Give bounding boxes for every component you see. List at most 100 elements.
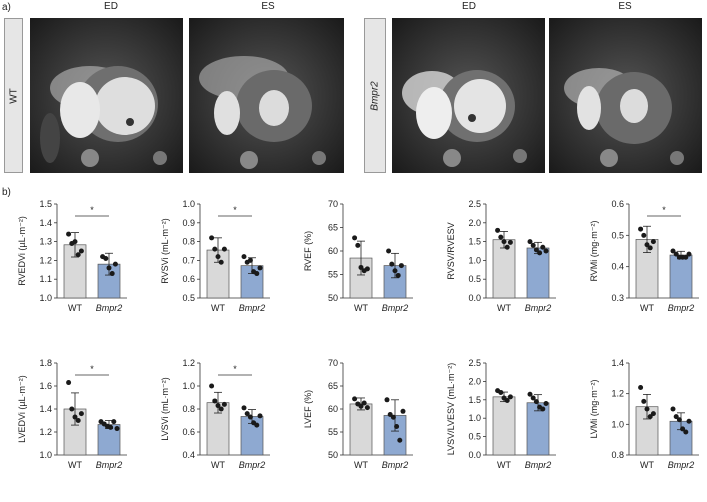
chart-4-point-wt-1 [498, 234, 504, 240]
chart-9-point-bmpr2-0 [527, 391, 533, 397]
chart-1-ytick-label-0: 1.0 [39, 293, 52, 303]
chart-1-point-bmpr2-3 [109, 271, 115, 277]
chart-5-xlabel-bmpr2: Bmpr2 [668, 303, 695, 313]
chart-7-point-bmpr2-0 [241, 405, 247, 411]
chart-1-xlabel-wt: WT [68, 303, 82, 313]
chart-6-ytick-label-4: 1.8 [39, 358, 52, 368]
panel-a-label: a) [2, 2, 11, 13]
chart-7-point-wt-0 [209, 383, 215, 389]
chart-4-point-bmpr2-5 [543, 248, 549, 254]
chart-6-point-wt-3 [75, 418, 81, 423]
chart-2-ytick-label-3: 0.8 [182, 237, 195, 247]
row-label-wt: WT [4, 18, 23, 173]
chart-5-point-bmpr2-5 [686, 251, 692, 257]
chart-3-xlabel-bmpr2: Bmpr2 [382, 303, 409, 313]
chart-1-point-bmpr2-1 [103, 256, 109, 262]
chart-9-ytick-label-3: 1.5 [468, 395, 481, 405]
chart-3-point-bmpr2-4 [398, 263, 404, 269]
chart-3-point-wt-4 [364, 266, 370, 272]
mri-image-wt-ed [30, 18, 183, 173]
chart-9-point-bmpr2-4 [540, 406, 546, 412]
chart-8-point-bmpr2-0 [384, 397, 390, 403]
col-head-es-wt: ES [261, 1, 275, 12]
chart-10-point-wt-1 [641, 398, 647, 404]
chart-2-ylabel: RVSVi (mL·m⁻²) [160, 218, 170, 283]
chart-9-xlabel-bmpr2: Bmpr2 [525, 460, 552, 470]
chart-2-ytick-label-0: 0.5 [182, 293, 195, 303]
chart-8-point-bmpr2-4 [397, 437, 403, 443]
chart-6-xlabel-wt: WT [68, 460, 82, 470]
chart-1-ylabel: RVEDVi (µL·m⁻²) [17, 216, 27, 286]
chart-6-ytick-label-1: 1.2 [39, 427, 52, 437]
chart-5-ytick-label-1: 0.4 [611, 262, 624, 272]
chart-10-ytick-label-1: 1.0 [611, 419, 624, 429]
chart-9-point-wt-3 [504, 398, 510, 404]
panel-b-label: b) [2, 187, 11, 198]
chart-3-point-wt-0 [352, 235, 358, 241]
chart-1-point-wt-2 [72, 239, 78, 245]
chart-6-ytick-label-2: 1.4 [39, 404, 52, 414]
chart-3-xlabel-wt: WT [354, 303, 368, 313]
chart-10-point-wt-0 [638, 385, 644, 391]
chart-10-point-bmpr2-1 [673, 414, 679, 420]
chart-6-ylabel: LVEDVi (µL·m⁻²) [17, 375, 27, 443]
chart-5-ytick-label-3: 0.6 [611, 199, 624, 209]
chart-3-point-wt-2 [358, 264, 364, 270]
chart-1-ytick-label-2: 1.2 [39, 255, 52, 265]
mri-image-bmpr2-ed [392, 18, 545, 173]
chart-7-point-bmpr2-5 [257, 413, 263, 419]
chart-5-point-wt-2 [644, 242, 650, 248]
chart-5-point-wt-1 [641, 232, 647, 238]
chart-8-point-bmpr2-2 [390, 414, 396, 420]
chart-2-point-wt-4 [221, 246, 227, 252]
chart-3-point-bmpr2-1 [389, 261, 395, 267]
chart-5-ytick-label-2: 0.5 [611, 230, 624, 240]
chart-7-xlabel-wt: WT [211, 460, 225, 470]
chart-2-point-bmpr2-0 [241, 254, 247, 260]
chart-3-ytick-label-2: 60 [328, 246, 338, 256]
chart-10-point-bmpr2-0 [670, 406, 676, 412]
chart-1-point-wt-4 [78, 248, 84, 254]
chart-9-point-bmpr2-1 [530, 395, 536, 401]
col-head-es-bmpr2: ES [618, 1, 632, 12]
chart-7-point-wt-2 [215, 403, 221, 409]
chart-10-point-wt-2 [644, 406, 650, 412]
chart-7-ytick-label-4: 1.2 [182, 358, 195, 368]
chart-10-ylabel: LVMi (mg·m⁻²) [589, 379, 599, 438]
chart-10-point-bmpr2-3 [680, 426, 686, 432]
chart-7-point-bmpr2-2 [247, 414, 253, 420]
chart-4-point-bmpr2-2 [533, 247, 539, 253]
chart-9-ylabel: LVSV/LVESV (mL·m⁻²) [446, 363, 456, 455]
chart-5-point-wt-3 [647, 245, 653, 251]
chart-2-ytick-label-5: 1.0 [182, 199, 195, 209]
chart-4-ytick-label-3: 1.5 [468, 237, 481, 247]
chart-10-point-wt-4 [650, 411, 656, 417]
chart-10-ytick-label-2: 1.2 [611, 389, 624, 399]
chart-8-ytick-label-0: 50 [328, 450, 338, 460]
chart-2-point-wt-2 [215, 254, 221, 260]
mri-image-wt-es [189, 18, 344, 173]
chart-5-ytick-label-0: 0.3 [611, 293, 624, 303]
row-label-bmpr2: Bmpr2 [364, 18, 386, 173]
chart-7-point-wt-4 [221, 401, 227, 407]
chart-9-point-bmpr2-5 [543, 400, 549, 406]
chart-10-ytick-label-3: 1.4 [611, 358, 624, 368]
chart-2-ytick-label-4: 0.9 [182, 218, 195, 228]
chart-3-ytick-label-4: 70 [328, 199, 338, 209]
chart-9-bar-wt [492, 396, 516, 456]
chart-9-point-wt-4 [507, 394, 513, 400]
chart-5-xlabel-wt: WT [640, 303, 654, 313]
chart-4-point-bmpr2-3 [537, 250, 543, 256]
chart-2-point-bmpr2-5 [257, 265, 263, 271]
chart-1-xlabel-bmpr2: Bmpr2 [96, 303, 123, 313]
chart-6-point-wt-4 [78, 411, 84, 417]
chart-4-ytick-label-1: 0.5 [468, 274, 481, 284]
chart-1-ytick-label-3: 1.3 [39, 237, 52, 247]
chart-8-xlabel-wt: WT [354, 460, 368, 470]
chart-7-ytick-label-0: 0.4 [182, 450, 195, 460]
chart-9-ytick-label-5: 2.5 [468, 358, 481, 368]
chart-1-sig-star: * [90, 205, 94, 215]
chart-4-point-wt-3 [504, 244, 510, 250]
chart-10-xlabel-bmpr2: Bmpr2 [668, 460, 695, 470]
chart-7-ytick-label-1: 0.6 [182, 427, 195, 437]
